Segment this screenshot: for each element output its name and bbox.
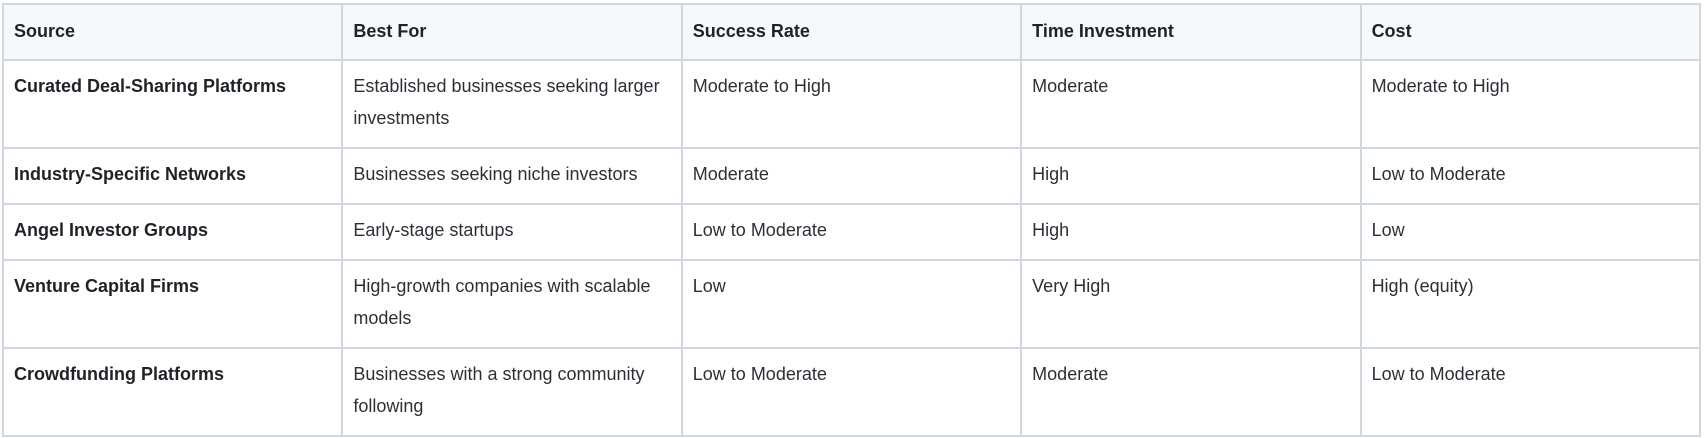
cell-source: Venture Capital Firms	[3, 260, 342, 348]
header-best-for: Best For	[342, 4, 681, 60]
cell-source: Crowdfunding Platforms	[3, 348, 342, 436]
table-body: Curated Deal-Sharing Platforms Establish…	[3, 60, 1700, 436]
cell-best-for: Businesses seeking niche investors	[342, 148, 681, 204]
cell-best-for: High-growth companies with scalable mode…	[342, 260, 681, 348]
header-time-investment: Time Investment	[1021, 4, 1360, 60]
cell-success-rate: Low	[682, 260, 1021, 348]
cell-success-rate: Low to Moderate	[682, 204, 1021, 260]
header-cost: Cost	[1361, 4, 1700, 60]
header-source: Source	[3, 4, 342, 60]
cell-success-rate: Moderate	[682, 148, 1021, 204]
table-row: Crowdfunding Platforms Businesses with a…	[3, 348, 1700, 436]
table-row: Venture Capital Firms High-growth compan…	[3, 260, 1700, 348]
table-row: Industry-Specific Networks Businesses se…	[3, 148, 1700, 204]
comparison-table-container: Source Best For Success Rate Time Invest…	[2, 3, 1699, 437]
cell-time-investment: Very High	[1021, 260, 1360, 348]
cell-cost: Low to Moderate	[1361, 148, 1700, 204]
cell-source: Curated Deal-Sharing Platforms	[3, 60, 342, 148]
cell-cost: Low to Moderate	[1361, 348, 1700, 436]
cell-source: Industry-Specific Networks	[3, 148, 342, 204]
cell-time-investment: Moderate	[1021, 60, 1360, 148]
cell-best-for: Early-stage startups	[342, 204, 681, 260]
cell-cost: High (equity)	[1361, 260, 1700, 348]
cell-time-investment: Moderate	[1021, 348, 1360, 436]
cell-success-rate: Low to Moderate	[682, 348, 1021, 436]
table-row: Angel Investor Groups Early-stage startu…	[3, 204, 1700, 260]
header-success-rate: Success Rate	[682, 4, 1021, 60]
cell-best-for: Businesses with a strong community follo…	[342, 348, 681, 436]
table-row: Curated Deal-Sharing Platforms Establish…	[3, 60, 1700, 148]
cell-cost: Low	[1361, 204, 1700, 260]
cell-success-rate: Moderate to High	[682, 60, 1021, 148]
cell-cost: Moderate to High	[1361, 60, 1700, 148]
cell-time-investment: High	[1021, 204, 1360, 260]
cell-source: Angel Investor Groups	[3, 204, 342, 260]
header-row: Source Best For Success Rate Time Invest…	[3, 4, 1700, 60]
cell-time-investment: High	[1021, 148, 1360, 204]
table-header: Source Best For Success Rate Time Invest…	[3, 4, 1700, 60]
cell-best-for: Established businesses seeking larger in…	[342, 60, 681, 148]
funding-sources-table: Source Best For Success Rate Time Invest…	[2, 3, 1701, 437]
